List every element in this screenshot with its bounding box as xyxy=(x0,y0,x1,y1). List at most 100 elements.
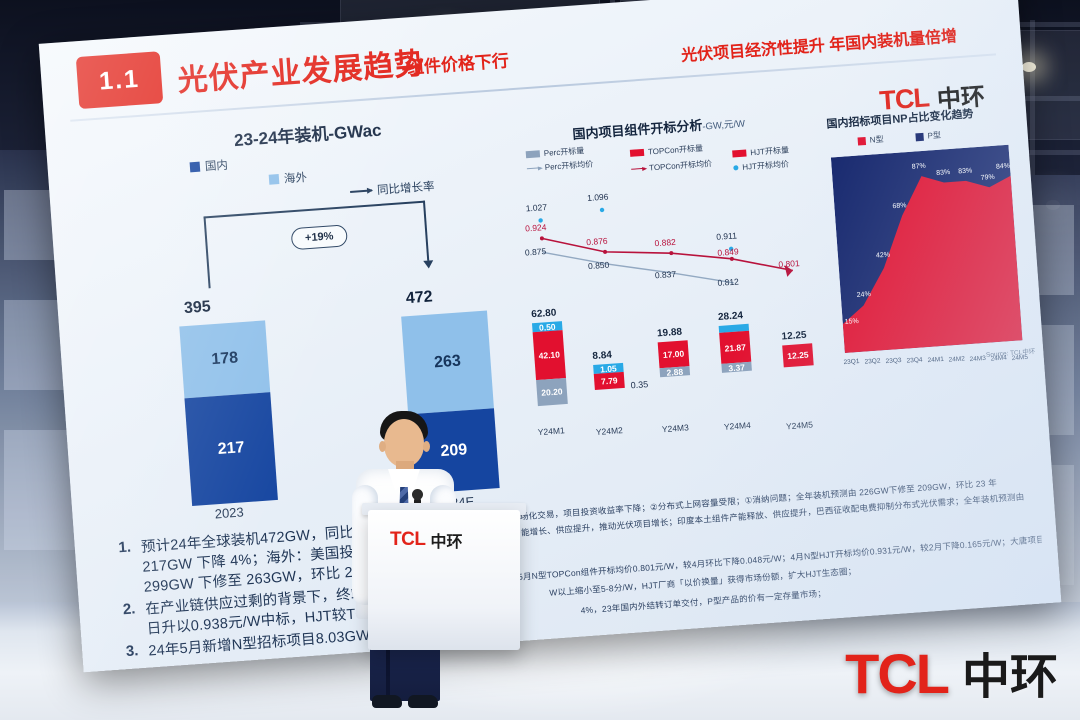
chart3-plot-area: 15% 24% 42% 68% 87% 83% 83% 79% 84% xyxy=(830,144,1023,353)
chart2-xlabel-0: Y24M1 xyxy=(537,425,565,438)
legend-label-hjt-volume: HJT开标量 xyxy=(750,145,790,158)
chart1-seg-domestic-2023: 217 xyxy=(184,392,278,507)
chart2-bar-m3: 17.00 2.88 xyxy=(657,340,691,377)
chart-bidding-analysis: 国内项目组件开标分析-GW,元/W Perc开标量 Perc开标均价 TOPCo… xyxy=(516,106,841,487)
chart3-xlabel-0: 23Q1 xyxy=(843,357,860,367)
legend-label-perc-price: Perc开标均价 xyxy=(544,159,594,172)
chart3-label-24m4: 79% xyxy=(980,173,995,182)
chart1-growth-bracket: +19% xyxy=(172,197,487,297)
chart2-xlabel-4: Y24M5 xyxy=(785,419,814,432)
chart-installed-capacity: 23-24年装机-GWac 国内 海外 同比增长率 xyxy=(165,107,523,530)
chart2-total-m1: 62.80 xyxy=(530,307,557,321)
chart1-legend-overseas: 海外 xyxy=(268,169,307,188)
chart2-seg-perc-m1: 20.20 xyxy=(536,377,568,407)
stage-light xyxy=(1022,62,1036,72)
chart1-total-2024: 472 xyxy=(405,288,434,308)
chart2-total-m2: 8.84 xyxy=(592,349,613,363)
legend-swatch-overseas xyxy=(268,174,280,185)
legend-line-perc-price-icon xyxy=(526,167,541,170)
chart2-point-0849: 0.849 xyxy=(717,246,739,258)
chart2-legend-perc-price: Perc开标均价 xyxy=(526,159,594,175)
chart2-seg-topcon-m2: 7.79 xyxy=(593,371,625,390)
speaker-ear-right xyxy=(423,441,430,452)
slide-title: 光伏产业发展趋势 xyxy=(176,47,427,98)
speaker-shoe-right xyxy=(408,695,438,708)
chart2-point-1096: 1.096 xyxy=(586,191,609,204)
chart-np-share-trend: 国内招标项目NP占比变化趋势 N型 P型 15% 24% 42% xyxy=(818,102,1042,455)
chart2-legend-topcon-price: TOPCon开标均价 xyxy=(631,158,713,175)
legend-label-growth: 同比增长率 xyxy=(376,180,435,198)
chart3-source: Source: TCL中环 xyxy=(985,348,1036,359)
chart2-point-0801: 0.801 xyxy=(778,258,800,270)
chart2-point-0850: 0.850 xyxy=(587,259,610,272)
legend-swatch-n-type xyxy=(857,136,867,146)
chart3-xlabel-5: 24M2 xyxy=(948,355,966,364)
chart3-xlabel-1: 23Q2 xyxy=(864,357,881,366)
chart3-label-23q2: 24% xyxy=(856,290,872,299)
chart3-label-24m3: 83% xyxy=(957,167,973,176)
chart1-seg-overseas-2023: 178 xyxy=(179,320,271,399)
bullet-number: 1. xyxy=(117,538,132,557)
legend-label-n-type: N型 xyxy=(869,134,884,145)
legend-arrow-growth-icon xyxy=(350,189,373,193)
chart2-title-unit: -GW,元/W xyxy=(702,118,746,133)
legend-swatch-topcon-volume xyxy=(629,148,645,157)
chart3-xlabel-3: 23Q4 xyxy=(906,356,923,365)
growth-arrow-icon xyxy=(423,260,434,269)
legend-swatch-hjt-volume xyxy=(732,149,747,158)
legend-label-overseas: 海外 xyxy=(283,172,308,186)
chart2-bar-m2: 1.05 7.79 xyxy=(593,363,625,390)
chart1-legend-growth: 同比增长率 xyxy=(350,178,435,200)
chart2-seg-topcon-m1: 42.10 xyxy=(532,330,566,381)
chart2-point-0837: 0.837 xyxy=(654,268,677,281)
legend-swatch-p-type xyxy=(915,132,924,141)
legend-label-hjt-price: HJT开标均价 xyxy=(742,159,790,172)
chart2-title-text: 国内项目组件开标分析 xyxy=(572,117,703,142)
chart2-xlabel-3: Y24M4 xyxy=(723,419,752,432)
chart3-label-24m1: 87% xyxy=(911,162,927,171)
legend-swatch-domestic xyxy=(189,161,201,173)
chart2-xlabel-1: Y24M2 xyxy=(595,425,624,437)
podium-logo: TCL 中环 xyxy=(390,528,462,552)
legend-line-topcon-price-icon xyxy=(631,167,646,170)
chart2-point-0875: 0.875 xyxy=(524,246,547,258)
legend-label-topcon-price: TOPCon开标均价 xyxy=(648,159,713,173)
chart3-legend-n-type: N型 xyxy=(857,134,884,147)
bullet-number: 3. xyxy=(125,642,139,661)
chart2-point-0876: 0.876 xyxy=(585,235,608,248)
chart2-bar-m5: 12.25 xyxy=(782,343,814,368)
chart2-bar-m1: 0.50 42.10 20.20 xyxy=(531,321,568,407)
brand-watermark: TCL 中环 xyxy=(845,646,1058,702)
chart3-xlabel-6: 24M3 xyxy=(969,354,987,364)
chart2-annotation-035: 0.35 xyxy=(630,379,649,391)
speaker-collar xyxy=(388,469,420,491)
chart2-point-0911: 0.911 xyxy=(715,230,738,242)
legend-label-topcon-volume: TOPCon开标量 xyxy=(647,143,704,157)
chart2-bar-m4: 21.87 3.37 xyxy=(718,323,752,373)
chart3-label-24m2: 83% xyxy=(936,169,951,177)
chart2-price-lines xyxy=(538,207,794,284)
chart3-stacked-area xyxy=(830,144,1023,353)
chart1-total-2023: 395 xyxy=(183,298,212,318)
chart2-legend-topcon-volume: TOPCon开标量 xyxy=(629,143,704,159)
speaker-leg-gap xyxy=(386,645,390,701)
chart2-point-0924: 0.924 xyxy=(524,222,547,234)
chart2-seg-topcon-m3: 17.00 xyxy=(657,340,690,369)
legend-swatch-perc-volume xyxy=(525,150,541,159)
chart1-bar-2023: 178 217 xyxy=(179,320,278,507)
chart3-label-23q3: 42% xyxy=(875,251,891,260)
podium: TCL 中环 xyxy=(368,510,520,650)
legend-label-p-type: P型 xyxy=(927,130,942,141)
chart2-total-m4: 28.24 xyxy=(717,310,744,323)
chart2-seg-perc-m4: 3.37 xyxy=(721,362,752,373)
section-number-badge: 1.1 xyxy=(75,51,164,110)
chart2-legend-hjt-price: HJT开标均价 xyxy=(733,159,789,174)
chart3-label-23q4: 68% xyxy=(892,202,907,211)
chart2-seg-perc-m3: 2.88 xyxy=(659,366,691,377)
speaker-shoe-left xyxy=(372,695,402,708)
chart2-plot-area: 1.027 1.096 0.924 0.875 0.876 0.850 0.88… xyxy=(521,170,837,421)
chart2-total-m5: 12.25 xyxy=(781,329,807,343)
speaker-ear-left xyxy=(379,441,386,452)
chart2-point-0812: 0.812 xyxy=(717,276,740,288)
